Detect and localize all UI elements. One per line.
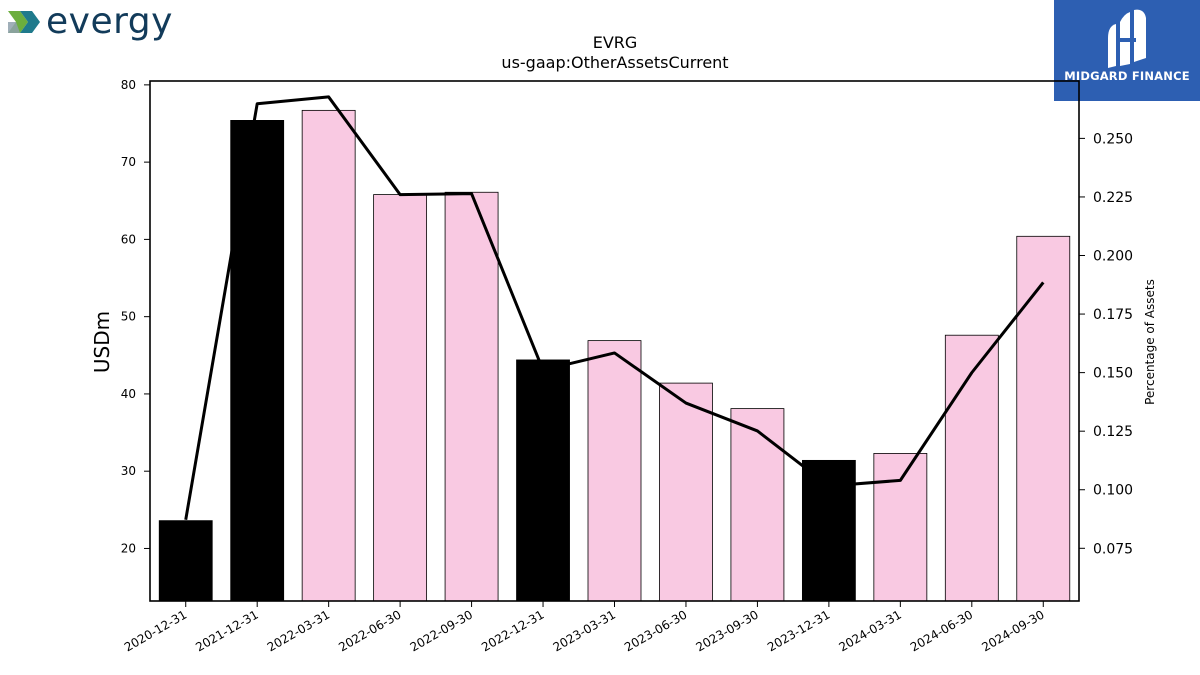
x-tick-label: 2022-06-30	[336, 607, 403, 654]
x-tick-label: 2024-03-31	[836, 607, 903, 654]
x-tick-label: 2020-12-31	[122, 607, 189, 654]
x-tick-label: 2024-09-30	[979, 607, 1046, 654]
evergy-wordmark: evergy	[46, 1, 173, 42]
evergy-logo: evergy	[6, 2, 173, 42]
y2-tick-label: 0.150	[1093, 366, 1133, 382]
y2-tick-label: 0.200	[1093, 249, 1133, 265]
y-tick-label: 60	[121, 232, 136, 246]
chart-title: EVRG	[593, 33, 638, 52]
x-tick-label: 2022-09-30	[408, 607, 475, 654]
bar	[301, 109, 356, 602]
bar	[444, 191, 499, 602]
x-tick-label: 2023-06-30	[622, 607, 689, 654]
midgard-finance-logo-icon	[1108, 9, 1146, 68]
y2-tick-label: 0.125	[1093, 424, 1133, 440]
y-tick-label: 40	[121, 387, 136, 401]
x-tick-label: 2022-12-31	[479, 607, 546, 654]
bar	[801, 459, 856, 602]
y2-tick-label: 0.075	[1093, 541, 1133, 557]
y-tick-label: 80	[121, 78, 136, 92]
bar	[659, 382, 713, 602]
bar	[873, 453, 928, 602]
y-axis-label: USDm	[90, 311, 114, 373]
y-tick-label: 70	[121, 155, 136, 169]
midgard-finance-wordmark: MIDGARD FINANCE	[1064, 69, 1190, 83]
bar	[373, 194, 428, 602]
bar	[944, 334, 999, 602]
y2-tick-label: 0.100	[1093, 483, 1133, 499]
bar	[516, 359, 570, 602]
bar	[230, 120, 285, 602]
y2-axis-label: Percentage of Assets	[1143, 279, 1157, 405]
y-tick-label: 50	[121, 310, 136, 324]
bar	[730, 408, 785, 602]
y2-tick-label: 0.225	[1093, 190, 1133, 206]
percentage-line	[184, 95, 1045, 520]
y2-tick-label: 0.175	[1093, 307, 1133, 323]
y-tick-label: 30	[121, 464, 136, 478]
x-tick-label: 2022-03-31	[265, 607, 332, 654]
bar	[1016, 235, 1071, 602]
y2-tick-label: 0.250	[1093, 131, 1133, 147]
x-tick-label: 2023-12-31	[765, 607, 832, 654]
y-tick-label: 20	[121, 541, 136, 555]
bar	[158, 520, 213, 602]
x-tick-label: 2024-06-30	[908, 607, 975, 654]
x-tick-label: 2023-09-30	[694, 607, 761, 654]
x-tick-label: 2023-03-31	[551, 607, 618, 654]
chart-subtitle: us-gaap:OtherAssetsCurrent	[501, 53, 728, 72]
bar	[587, 340, 642, 602]
x-tick-label: 2021-12-31	[193, 607, 260, 654]
evergy-chevron-logo-icon	[8, 11, 40, 33]
